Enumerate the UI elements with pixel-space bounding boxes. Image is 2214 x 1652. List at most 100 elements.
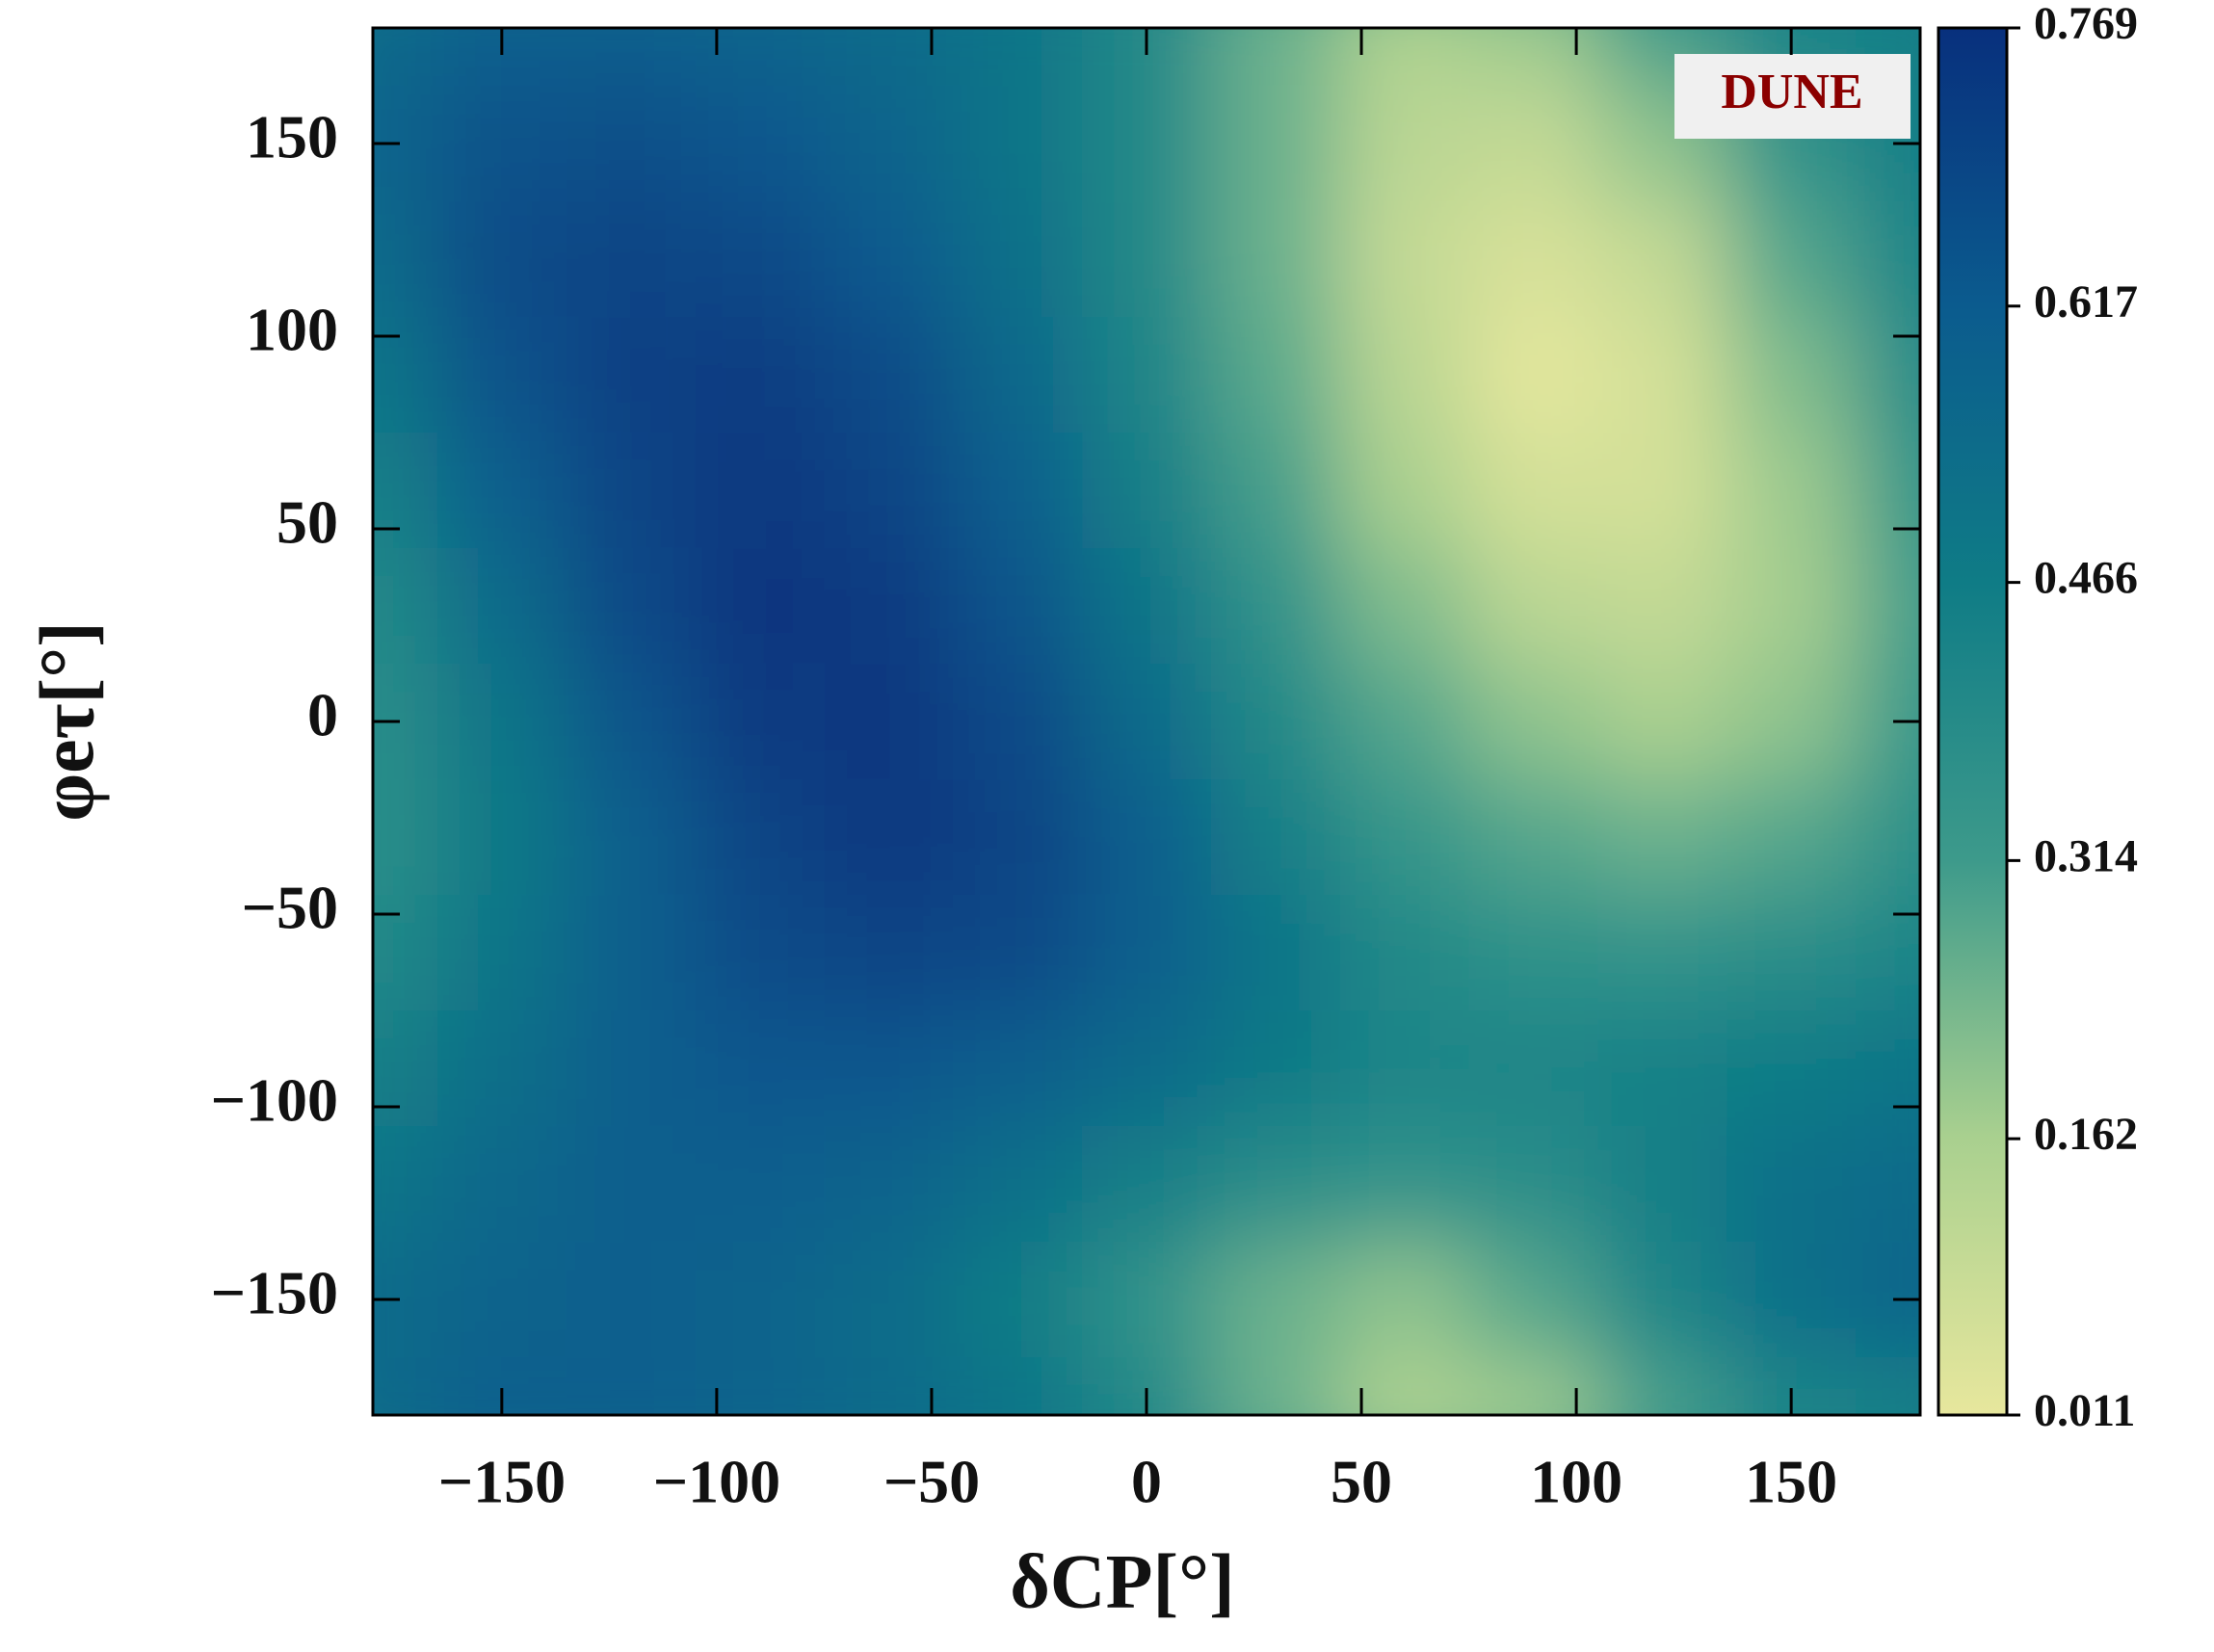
y-tick-label: −150: [211, 1259, 338, 1327]
heatmap-cell: [695, 779, 826, 896]
heatmap-cell: [1210, 1357, 1341, 1415]
heatmap-cell: [566, 201, 697, 318]
heatmap-cell: [566, 895, 697, 1011]
heatmap-cell: [1082, 664, 1212, 780]
heatmap-cell: [436, 548, 567, 665]
heatmap-cell: [953, 548, 1084, 665]
heatmap-cell: [1856, 201, 1920, 318]
heatmap-cell: [1468, 548, 1599, 665]
heatmap-cell: [824, 1010, 955, 1127]
heatmap-cell: [953, 1357, 1084, 1415]
colorbar: [1937, 26, 2009, 1417]
heatmap-cell: [695, 201, 826, 318]
annotation: DUNE: [1721, 65, 1862, 119]
heatmap-cell: [1339, 548, 1470, 665]
heatmap-cell: [1468, 1242, 1599, 1358]
heatmap-cell: [953, 201, 1084, 318]
heatmap-cell: [1210, 664, 1341, 780]
heatmap-cell: [1339, 1010, 1470, 1127]
heatmap-cell: [1856, 548, 1920, 665]
heatmap-cell: [566, 664, 697, 780]
heatmap-cell: [1597, 664, 1728, 780]
x-tick-label: 0: [1131, 1448, 1162, 1516]
y-axis-label: φeτ[°]: [25, 621, 110, 822]
heatmap-cell: [1210, 1242, 1341, 1358]
heatmap-cell: [1339, 1126, 1470, 1243]
annotation-box: [1674, 54, 1911, 139]
heatmap-cell: [1082, 433, 1212, 549]
heatmap-cell: [373, 28, 438, 87]
heatmap-cell: [824, 86, 955, 202]
heatmap-cell: [824, 317, 955, 433]
heatmap-cell: [1082, 317, 1212, 433]
heatmap-cell: [1726, 1010, 1858, 1127]
heatmap-cell: [953, 317, 1084, 433]
heatmap-cell: [1468, 1126, 1599, 1243]
heatmap-cell: [1339, 895, 1470, 1011]
x-tick-label: −100: [653, 1448, 780, 1516]
heatmap-cell: [953, 895, 1084, 1011]
colorbar-tick-label: 0.314: [2034, 830, 2138, 881]
heatmap-cell: [695, 895, 826, 1011]
heatmap-cell: [566, 1242, 697, 1358]
heatmap-cell: [373, 548, 438, 665]
heatmap-cell: [1339, 28, 1470, 87]
y-tick-label: 150: [246, 103, 338, 171]
x-tick-label: −50: [883, 1448, 980, 1516]
heatmap-cell: [566, 1010, 697, 1127]
heatmap-cell: [1856, 1126, 1920, 1243]
heatmap-cell: [953, 1010, 1084, 1127]
colorbar-tick-label: 0.466: [2034, 553, 2138, 604]
heatmap-cell: [1468, 317, 1599, 433]
heatmap-cell: [1468, 86, 1599, 202]
colorbar-tick-label: 0.617: [2034, 276, 2138, 328]
x-tick-label: 50: [1331, 1448, 1392, 1516]
x-tick-label: −150: [438, 1448, 566, 1516]
heatmap-cell: [436, 1242, 567, 1358]
heatmap-cell: [1210, 779, 1341, 896]
heatmap-cell: [824, 1126, 955, 1243]
heatmap-cell: [1726, 1126, 1858, 1243]
heatmap-cell: [1468, 664, 1599, 780]
x-tick-label: 150: [1745, 1448, 1837, 1516]
heatmap-cell: [1468, 28, 1599, 87]
heatmap-cell: [436, 201, 567, 318]
heatmap-cell: [566, 86, 697, 202]
heatmap-cell: [1210, 317, 1341, 433]
heatmap-cell: [1210, 1010, 1341, 1127]
colorbar-tick-label: 0.162: [2034, 1109, 2138, 1160]
heatmap-cell: [695, 86, 826, 202]
heatmap-cell: [373, 1357, 438, 1415]
heatmap-cell: [1468, 779, 1599, 896]
heatmap-cell: [1726, 779, 1858, 896]
heatmap-cell: [1210, 1126, 1341, 1243]
heatmap-cell: [566, 1357, 697, 1415]
heatmap-cell: [1468, 201, 1599, 318]
heatmap-cell: [824, 28, 955, 87]
heatmap-cell: [1210, 895, 1341, 1011]
heatmap-cell: [1210, 548, 1341, 665]
heatmap-cell: [695, 433, 826, 549]
heatmap-cell: [953, 1242, 1084, 1358]
heatmap-cell: [566, 1126, 697, 1243]
heatmap-cell: [824, 433, 955, 549]
heatmap-cell: [566, 548, 697, 665]
heatmap-cell: [1726, 1242, 1858, 1358]
heatmap-cell: [695, 1010, 826, 1127]
heatmap-cell: [1856, 1357, 1920, 1415]
heatmap-cell: [695, 28, 826, 87]
colorbar-tick-label: 0.769: [2034, 0, 2138, 49]
y-tick-label: 100: [246, 296, 338, 364]
heatmap-cell: [1726, 317, 1858, 433]
heatmap-cell: [1726, 895, 1858, 1011]
heatmap-cell: [695, 1126, 826, 1243]
heatmap-cell: [953, 86, 1084, 202]
heatmap-cell: [1468, 895, 1599, 1011]
y-tick-label: 0: [307, 681, 338, 749]
x-tick-label: 100: [1530, 1448, 1622, 1516]
heatmap-cell: [1082, 895, 1212, 1011]
heatmap-cell: [1856, 779, 1920, 896]
heatmap-cell: [1597, 317, 1728, 433]
heatmap-cell: [1597, 895, 1728, 1011]
